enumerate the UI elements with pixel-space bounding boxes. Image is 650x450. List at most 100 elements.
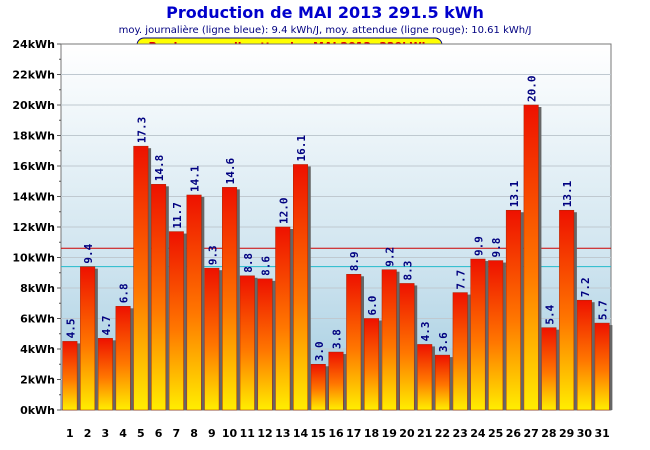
x-tick-label: 6	[155, 427, 163, 440]
bar-value-label: 5.4	[543, 304, 556, 324]
bar	[594, 322, 610, 411]
bar	[310, 364, 326, 411]
bar	[328, 351, 344, 411]
x-tick-label: 9	[208, 427, 216, 440]
x-tick-label: 19	[382, 427, 397, 440]
x-tick-label: 4	[119, 427, 127, 440]
bar	[346, 274, 362, 411]
bar-value-label: 14.6	[224, 157, 237, 184]
x-tick-label: 18	[364, 427, 379, 440]
bar	[541, 327, 557, 411]
y-tick-label: 8kWh	[20, 282, 55, 295]
bar	[576, 299, 592, 411]
x-tick-label: 28	[541, 427, 556, 440]
bar	[417, 344, 433, 411]
bar	[523, 104, 539, 411]
x-tick-label: 2	[84, 427, 92, 440]
x-tick-label: 15	[311, 427, 326, 440]
x-tick-label: 27	[524, 427, 539, 440]
bar	[363, 318, 379, 411]
bar	[204, 267, 220, 411]
bar-value-label: 4.5	[64, 319, 77, 339]
x-tick-label: 21	[417, 427, 432, 440]
bar-value-label: 9.4	[82, 243, 95, 263]
bar-value-label: 9.9	[472, 236, 485, 256]
bar	[97, 338, 113, 411]
x-tick-label: 16	[328, 427, 344, 440]
bar-value-label: 7.2	[579, 277, 592, 297]
y-tick-label: 14kWh	[12, 191, 55, 204]
bar-value-label: 5.7	[597, 300, 610, 320]
y-tick-label: 20kWh	[12, 99, 55, 112]
y-tick-label: 4kWh	[20, 343, 55, 356]
bar	[222, 187, 238, 411]
bar	[381, 269, 397, 411]
x-tick-label: 3	[102, 427, 110, 440]
bar-value-label: 20.0	[526, 76, 539, 103]
bar-value-label: 9.3	[206, 245, 219, 265]
bar	[488, 260, 504, 411]
y-tick-label: 10kWh	[12, 252, 55, 265]
bar-value-label: 3.0	[313, 341, 326, 361]
chart-subtitle: moy. journalière (ligne bleue): 9.4 kWh/…	[119, 24, 532, 36]
bar	[168, 231, 184, 411]
bar	[559, 209, 575, 411]
bar	[434, 354, 450, 411]
y-tick-label: 24kWh	[12, 38, 55, 51]
bar-value-labels: 4.5 9.4 4.7 6.8 17.3 14.8 11.7 14.1 9.3 14.6 8.8 8.…	[64, 76, 609, 362]
y-tick-label: 18kWh	[12, 130, 55, 143]
bar-value-label: 9.2	[384, 247, 397, 267]
bar-value-label: 12.0	[277, 198, 290, 225]
y-tick-label: 2kWh	[20, 374, 55, 387]
x-tick-label: 7	[172, 427, 180, 440]
x-tick-label: 12	[257, 427, 272, 440]
bar	[452, 292, 468, 411]
x-tick-label: 29	[559, 427, 574, 440]
bar-value-label: 8.6	[260, 256, 273, 276]
x-tick-label: 31	[594, 427, 609, 440]
bar-value-label: 14.8	[153, 155, 166, 182]
x-tick-label: 10	[222, 427, 238, 440]
x-tick-label: 23	[453, 427, 468, 440]
x-tick-label: 13	[275, 427, 290, 440]
bar-value-label: 11.7	[171, 202, 184, 229]
y-tick-label: 6kWh	[20, 313, 55, 326]
bar-value-label: 8.3	[401, 261, 414, 281]
bar-value-label: 13.1	[508, 180, 521, 207]
x-tick-label: 26	[506, 427, 522, 440]
bar-value-label: 7.7	[455, 270, 468, 290]
bar-value-label: 8.8	[242, 253, 255, 273]
bar	[275, 226, 291, 411]
bar	[505, 209, 521, 411]
bar-value-label: 6.0	[366, 296, 379, 316]
y-tick-label: 16kWh	[12, 160, 55, 173]
bar-value-label: 16.1	[295, 135, 308, 162]
bar	[186, 194, 202, 411]
bar-value-label: 17.3	[135, 117, 148, 144]
x-tick-label: 11	[240, 427, 255, 440]
x-tick-label: 17	[346, 427, 361, 440]
x-tick-label: 5	[137, 427, 145, 440]
bar-value-label: 4.3	[419, 322, 432, 342]
y-tick-label: 0kWh	[20, 404, 55, 417]
bar	[62, 341, 78, 411]
bar-value-label: 6.8	[118, 283, 131, 303]
y-tick-label: 22kWh	[12, 69, 55, 82]
bar	[399, 283, 415, 411]
x-tick-label: 8	[190, 427, 198, 440]
bar-value-label: 3.6	[437, 332, 450, 352]
bar-value-label: 9.8	[490, 238, 503, 258]
x-tick-label: 24	[470, 427, 486, 440]
x-tick-label: 14	[293, 427, 309, 440]
bar-value-label: 8.9	[348, 251, 361, 271]
x-axis-ticks: 1 2 3 4 5 6 7 8 9 10 11 12 13 14 15 16 17 18 19 20 21 22 23 24 2…	[66, 427, 610, 440]
y-tick-label: 12kWh	[12, 221, 55, 234]
x-tick-label: 22	[435, 427, 450, 440]
x-tick-label: 25	[488, 427, 503, 440]
x-tick-label: 1	[66, 427, 74, 440]
bar-value-label: 13.1	[561, 180, 574, 207]
bar-value-label: 3.8	[331, 329, 344, 349]
bar-value-label: 14.1	[189, 165, 202, 192]
